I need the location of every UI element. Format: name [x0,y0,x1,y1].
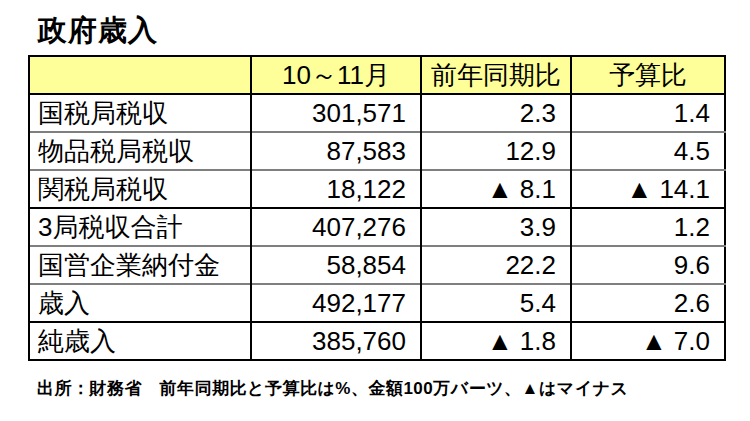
cell-yoy: 5.4 [421,284,571,322]
cell-amount: 301,571 [251,94,421,132]
table-row: 国税局税収 301,571 2.3 1.4 [29,94,725,132]
cell-amount: 492,177 [251,284,421,322]
cell-yoy: ▲ 8.1 [421,170,571,208]
table-row-total: 純歳入 385,760 ▲ 1.8 ▲ 7.0 [29,322,725,360]
header-cell-empty [29,56,251,94]
table-row: 関税局税収 18,122 ▲ 8.1 ▲ 14.1 [29,170,725,208]
cell-vs-budget: 9.6 [571,246,725,284]
cell-yoy: 3.9 [421,208,571,246]
row-label: 国営企業納付金 [29,246,251,284]
row-label: 歳入 [29,284,251,322]
header-cell-budget: 予算比 [571,56,725,94]
row-label: 3局税収合計 [29,208,251,246]
cell-yoy: 22.2 [421,246,571,284]
cell-amount: 385,760 [251,322,421,360]
figure-title: 政府歳入 [38,11,158,51]
cell-vs-budget: 4.5 [571,132,725,170]
table-row-subtotal: 3局税収合計 407,276 3.9 1.2 [29,208,725,246]
source-note: 出所：財務省 前年同期比と予算比は%、金額100万バーツ、▲はマイナス [37,377,628,400]
row-label: 純歳入 [29,322,251,360]
row-label: 国税局税収 [29,94,251,132]
cell-vs-budget: 1.2 [571,208,725,246]
cell-vs-budget: ▲ 14.1 [571,170,725,208]
header-cell-yoy: 前年同期比 [421,56,571,94]
table-row: 物品税局税収 87,583 12.9 4.5 [29,132,725,170]
table-row: 歳入 492,177 5.4 2.6 [29,284,725,322]
row-label: 関税局税収 [29,170,251,208]
cell-yoy: 12.9 [421,132,571,170]
cell-amount: 18,122 [251,170,421,208]
cell-amount: 58,854 [251,246,421,284]
cell-vs-budget: ▲ 7.0 [571,322,725,360]
header-row: 10～11月 前年同期比 予算比 [29,56,725,94]
cell-vs-budget: 2.6 [571,284,725,322]
cell-yoy: 2.3 [421,94,571,132]
cell-yoy: ▲ 1.8 [421,322,571,360]
table-row: 国営企業納付金 58,854 22.2 9.6 [29,246,725,284]
cell-vs-budget: 1.4 [571,94,725,132]
cell-amount: 407,276 [251,208,421,246]
row-label: 物品税局税収 [29,132,251,170]
government-revenue-table: 10～11月 前年同期比 予算比 国税局税収 301,571 2.3 1.4 物… [28,55,726,361]
figure-canvas: 政府歳入 10～11月 前年同期比 予算比 国税局税収 301,571 2.3 … [0,0,750,421]
cell-amount: 87,583 [251,132,421,170]
header-cell-period: 10～11月 [251,56,421,94]
